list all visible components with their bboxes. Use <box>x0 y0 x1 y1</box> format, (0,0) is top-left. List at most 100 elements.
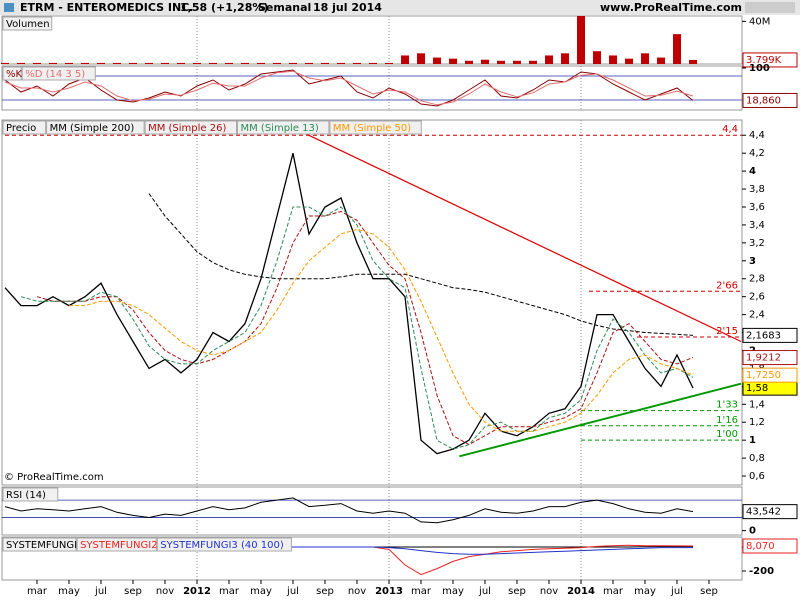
legend-box <box>2 66 22 81</box>
volume-bar <box>609 55 617 64</box>
x-tick-label: jul <box>478 586 491 597</box>
series-line <box>4 497 694 524</box>
volume-bar <box>49 62 57 64</box>
x-tick-label: 2014 <box>567 586 595 597</box>
level-label: 1'33 <box>716 400 738 411</box>
volume-bar <box>145 62 153 64</box>
legend-box <box>156 537 292 552</box>
x-tick-label: mar <box>27 586 48 597</box>
legend-entry: SYSTEMFUNGI2 <box>80 540 157 551</box>
legend-box <box>329 120 422 135</box>
trend-line <box>459 382 742 458</box>
x-tick-label: 2013 <box>375 586 403 597</box>
panel-frame <box>1 65 743 111</box>
volume-bar <box>657 57 665 64</box>
y-tick-label: -200 <box>749 566 774 577</box>
window-buttons[interactable] <box>745 2 795 13</box>
volume-bar <box>241 62 249 64</box>
legend-entry: MM (Simple 200) <box>50 123 135 134</box>
legend-entry: SYSTEMFUNGI <box>6 540 77 551</box>
y-tick-label: 0 <box>749 526 756 537</box>
series-line <box>148 193 694 336</box>
legend-entry: %D (14 3 5) <box>25 69 85 80</box>
legend-entry: MM (Simple 13) <box>241 123 319 134</box>
value-label: 1,58 <box>746 383 768 394</box>
volume-bar <box>97 62 105 64</box>
y-tick-label: 100 <box>749 63 770 74</box>
value-label: 43,542 <box>746 507 781 518</box>
volume-bar <box>113 62 121 64</box>
level-label: 1'16 <box>716 415 738 426</box>
volume-bar <box>497 60 505 64</box>
volume-bar <box>1 62 9 64</box>
value-label-box <box>742 327 798 343</box>
app-icon <box>4 3 14 12</box>
panel-title: RSI (14) <box>6 490 46 501</box>
series-line <box>20 206 694 450</box>
value-label-box <box>742 504 798 520</box>
x-tick-label: nov <box>156 586 174 597</box>
y-tick-label: 2,8 <box>749 274 765 285</box>
x-tick-label: may <box>634 586 656 597</box>
x-tick-label: jul <box>94 586 107 597</box>
y-tick-label: 1 <box>749 435 756 446</box>
volume-bar <box>305 62 313 64</box>
legend-box <box>2 487 59 502</box>
volume-bar <box>577 16 585 64</box>
series-line <box>69 228 694 432</box>
volume-bar <box>465 60 473 64</box>
volume-bar <box>513 60 521 64</box>
legend-box <box>21 66 96 81</box>
value-label: 2,1683 <box>746 330 781 341</box>
value-label: 8,070 <box>746 541 775 552</box>
volume-bar <box>65 62 73 64</box>
volume-bar <box>481 59 489 64</box>
volume-bar <box>673 34 681 64</box>
value-label: 1,7250 <box>746 370 781 381</box>
volume-bar <box>433 57 441 64</box>
y-tick-label: 3,4 <box>749 220 765 231</box>
x-tick-label: jul <box>670 586 683 597</box>
legend-box <box>2 120 47 135</box>
panel-frame <box>1 15 743 65</box>
volume-bar <box>561 53 569 64</box>
y-tick-label: 3,2 <box>749 238 765 249</box>
value-label-box <box>742 367 798 383</box>
value-label: 3.799K <box>746 55 782 66</box>
level-label: 1'00 <box>716 429 738 440</box>
volume-bar <box>369 62 377 64</box>
x-tick-label: sep <box>316 586 334 597</box>
y-tick-label: 3 <box>749 256 756 267</box>
panel-frame <box>1 486 743 536</box>
panel-title: Volumen <box>6 19 50 30</box>
volume-bar <box>625 58 633 64</box>
volume-bar <box>545 55 553 64</box>
x-tick-label: mar <box>219 586 240 597</box>
legend-box <box>76 537 157 552</box>
x-tick-label: sep <box>508 586 526 597</box>
level-label: 2'15 <box>716 326 738 337</box>
copyright: © ProRealTime.com <box>4 472 104 483</box>
volume-bar <box>225 62 233 64</box>
x-tick-label: may <box>250 586 272 597</box>
value-label-box <box>742 350 798 366</box>
y-tick-label: 40M <box>749 16 770 27</box>
y-tick-label: 0,8 <box>749 453 765 464</box>
legend-entry: SYSTEMFUNGI3 (40 100) <box>160 540 284 551</box>
volume-bar <box>529 60 537 64</box>
x-tick-label: mar <box>603 586 624 597</box>
volume-bar <box>689 59 697 64</box>
y-tick-label: 0,6 <box>749 471 765 482</box>
x-tick-label: jul <box>286 586 299 597</box>
x-tick-label: 2012 <box>183 586 211 597</box>
volume-bar <box>417 53 425 64</box>
value-label: 1,9212 <box>746 353 781 364</box>
legend-box <box>144 120 238 135</box>
legend-entry: MM (Simple 26) <box>148 123 226 134</box>
volume-bar <box>193 62 201 64</box>
legend-box <box>237 120 330 135</box>
y-tick-label: 2,6 <box>749 292 765 303</box>
y-tick-label: 4,2 <box>749 148 765 159</box>
y-tick-label: 3,8 <box>749 184 765 195</box>
